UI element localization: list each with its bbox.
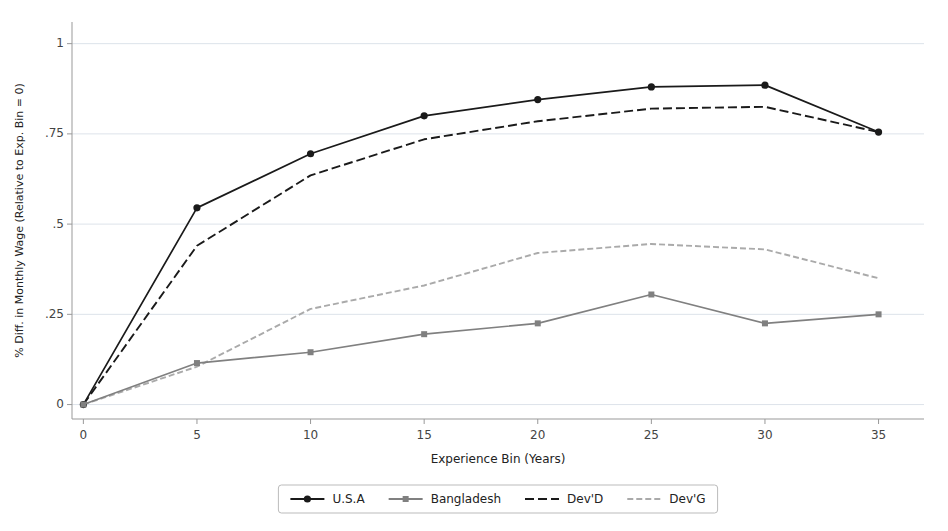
- legend-item: Bangladesh: [389, 492, 501, 506]
- point: [534, 96, 541, 103]
- y-axis-label: % Diff. in Monthly Wage (Relative to Exp…: [13, 83, 26, 357]
- series: [80, 291, 881, 407]
- series-line: [83, 244, 878, 405]
- legend-swatch: [525, 498, 559, 500]
- x-tick: [83, 419, 84, 424]
- x-tick: [424, 419, 425, 424]
- x-tick: [310, 419, 311, 424]
- y-tick: [67, 43, 72, 44]
- legend-marker: [403, 496, 409, 502]
- plot-area: [80, 82, 882, 409]
- x-tick-label: 25: [644, 428, 659, 442]
- y-grid-line: [72, 133, 924, 134]
- x-tick-label: 35: [871, 428, 886, 442]
- x-tick-label: 5: [193, 428, 201, 442]
- y-grid-line: [72, 404, 924, 405]
- point: [193, 204, 200, 211]
- point: [648, 291, 654, 297]
- x-axis-label: Experience Bin (Years): [431, 452, 566, 466]
- point: [80, 402, 86, 408]
- x-tick: [196, 419, 197, 424]
- series-line: [83, 85, 878, 404]
- y-grid-line: [72, 224, 924, 225]
- legend-box: [278, 485, 717, 513]
- x-tick: [764, 419, 765, 424]
- y-tick-label: .25: [45, 307, 64, 321]
- point: [876, 311, 882, 317]
- legend-label: Bangladesh: [431, 492, 501, 506]
- legend-item: U.S.A: [290, 492, 365, 506]
- point: [762, 320, 768, 326]
- point: [875, 128, 882, 135]
- point: [80, 401, 87, 408]
- y-tick: [67, 133, 72, 134]
- point: [535, 320, 541, 326]
- series-line: [83, 294, 878, 404]
- x-tick-label: 30: [757, 428, 772, 442]
- x-tick-label: 15: [417, 428, 432, 442]
- x-tick-label: 10: [303, 428, 318, 442]
- series: [83, 244, 878, 405]
- y-tick: [67, 404, 72, 405]
- legend-label: U.S.A: [332, 492, 365, 506]
- series: [80, 82, 882, 409]
- point: [648, 83, 655, 90]
- point: [761, 82, 768, 89]
- y-grid-line: [72, 43, 924, 44]
- chart-container: 0.25.5.75105101520253035Experience Bin (…: [0, 0, 948, 531]
- x-tick-label: 20: [530, 428, 545, 442]
- legend-marker: [304, 495, 311, 502]
- y-tick: [67, 224, 72, 225]
- y-tick: [67, 314, 72, 315]
- y-grid-line: [72, 314, 924, 315]
- x-tick: [651, 419, 652, 424]
- x-axis-line: [72, 419, 924, 420]
- y-tick-label: .5: [53, 217, 64, 231]
- x-tick: [537, 419, 538, 424]
- legend-swatch: [627, 498, 661, 500]
- legend-item: Dev'G: [627, 492, 705, 506]
- series-line: [83, 107, 878, 405]
- chart-svg: 0.25.5.75105101520253035Experience Bin (…: [0, 0, 948, 531]
- axes: 0.25.5.75105101520253035: [45, 22, 924, 442]
- y-tick-label: 0: [56, 397, 64, 411]
- legend: U.S.A Bangladesh Dev'D Dev'G: [278, 485, 717, 513]
- legend-item: Dev'D: [525, 492, 603, 506]
- y-tick-label: 1: [56, 36, 64, 50]
- point: [421, 112, 428, 119]
- x-tick: [878, 419, 879, 424]
- legend-label: Dev'D: [567, 492, 603, 506]
- legend-label: Dev'G: [669, 492, 705, 506]
- y-axis-line: [72, 22, 73, 419]
- y-tick-label: .75: [45, 126, 64, 140]
- point: [307, 150, 314, 157]
- series: [83, 107, 878, 405]
- point: [421, 331, 427, 337]
- x-tick-label: 0: [80, 428, 88, 442]
- point: [194, 360, 200, 366]
- point: [308, 349, 314, 355]
